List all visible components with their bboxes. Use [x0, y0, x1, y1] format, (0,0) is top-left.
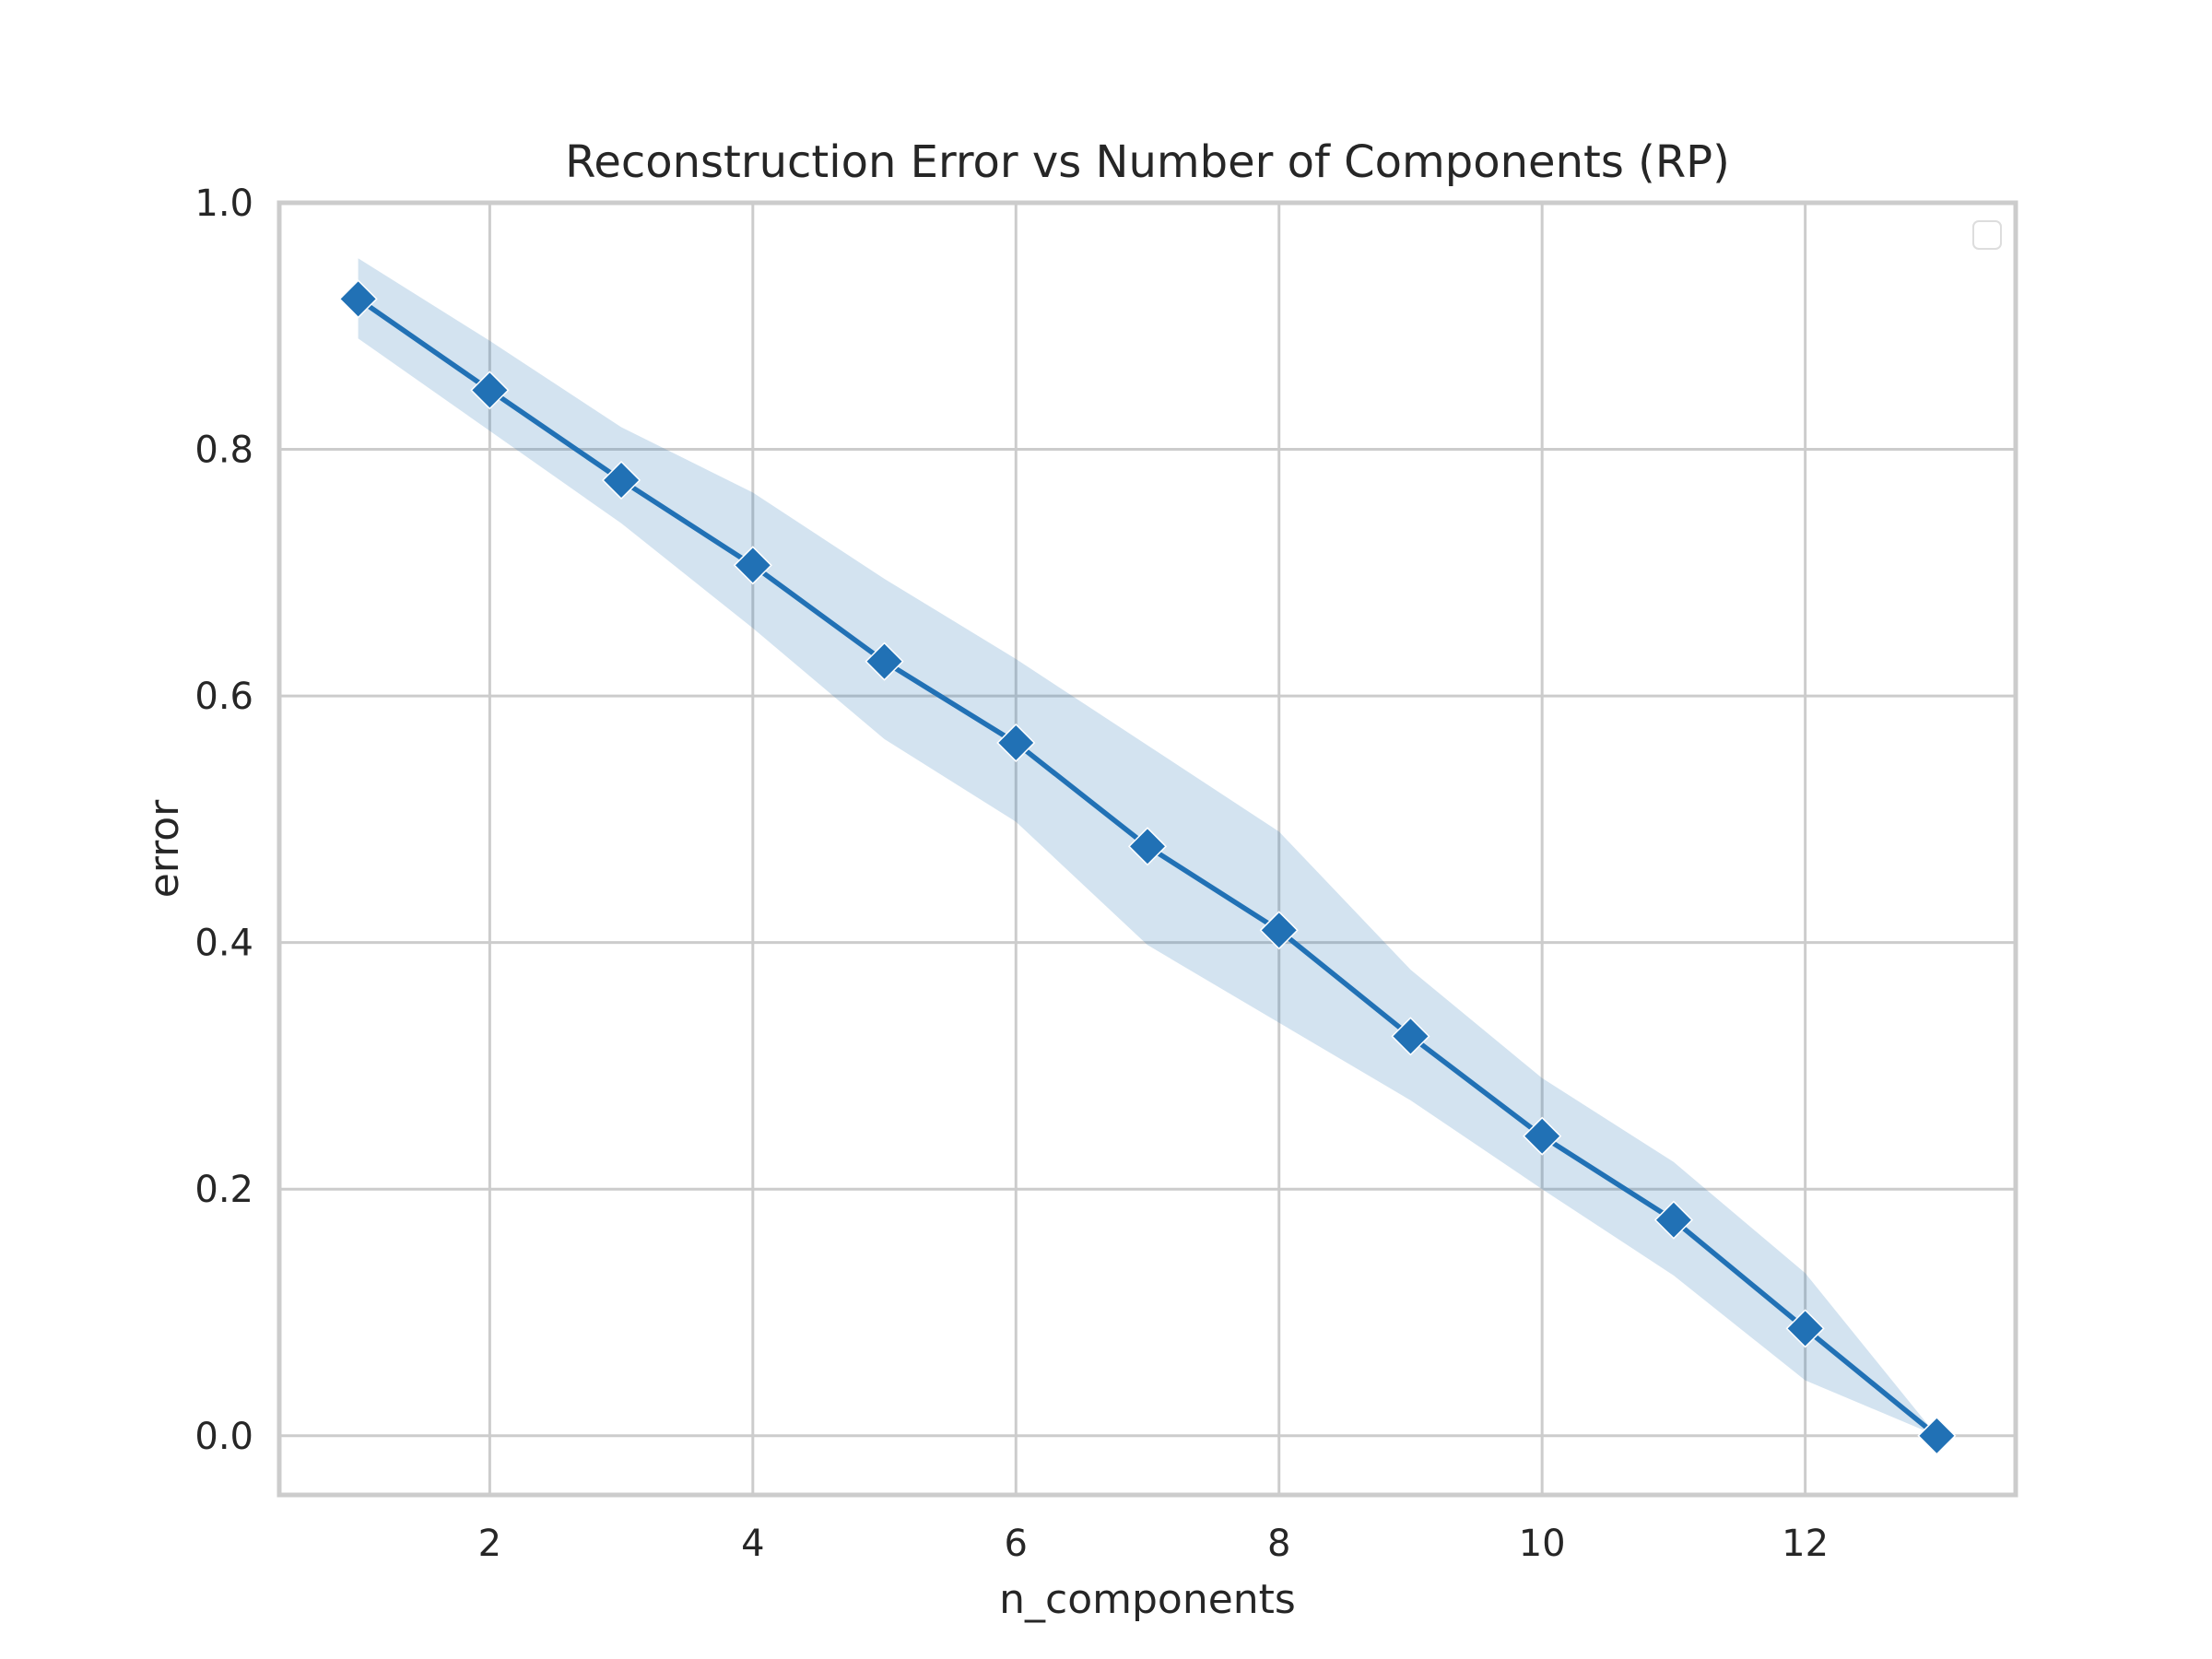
chart-title: Reconstruction Error vs Number of Compon…	[565, 136, 1730, 188]
data-point-marker	[470, 371, 510, 410]
y-tick-label: 0.4	[194, 923, 253, 965]
y-tick-label: 1.0	[194, 182, 253, 225]
x-tick-label: 4	[741, 1523, 764, 1565]
data-point-marker	[1391, 1017, 1430, 1056]
data-point-marker	[1259, 911, 1299, 950]
y-tick-label: 0.2	[194, 1169, 253, 1211]
data-point-marker	[1127, 827, 1168, 866]
x-tick-label: 6	[1005, 1523, 1028, 1565]
x-tick-label: 12	[1782, 1523, 1829, 1565]
data-point-marker	[1653, 1200, 1693, 1240]
data-point-marker	[602, 460, 641, 500]
x-axis-label: n_components	[999, 1576, 1296, 1623]
x-tick-labels: 2 4 6 8 10 12	[478, 1523, 1829, 1565]
data-point-marker	[865, 641, 904, 681]
x-tick-label: 2	[478, 1523, 501, 1565]
data-point-layer	[338, 279, 1957, 1455]
data-point-marker	[996, 723, 1036, 763]
y-tick-label: 0.0	[194, 1416, 253, 1458]
plot-frame	[276, 200, 2018, 1498]
data-point-marker	[1523, 1116, 1562, 1156]
data-point-marker	[1785, 1309, 1825, 1348]
y-tick-labels: 0.0 0.2 0.4 0.6 0.8 1.0	[194, 182, 253, 1458]
y-tick-label: 0.6	[194, 676, 253, 718]
y-axis-label: error	[141, 799, 188, 898]
data-point-marker	[1917, 1416, 1957, 1455]
x-tick-label: 10	[1519, 1523, 1566, 1565]
y-tick-label: 0.8	[194, 429, 253, 472]
data-point-marker	[733, 546, 772, 585]
x-tick-label: 8	[1267, 1523, 1290, 1565]
legend-box	[1972, 220, 2002, 250]
data-point-marker	[338, 279, 378, 319]
